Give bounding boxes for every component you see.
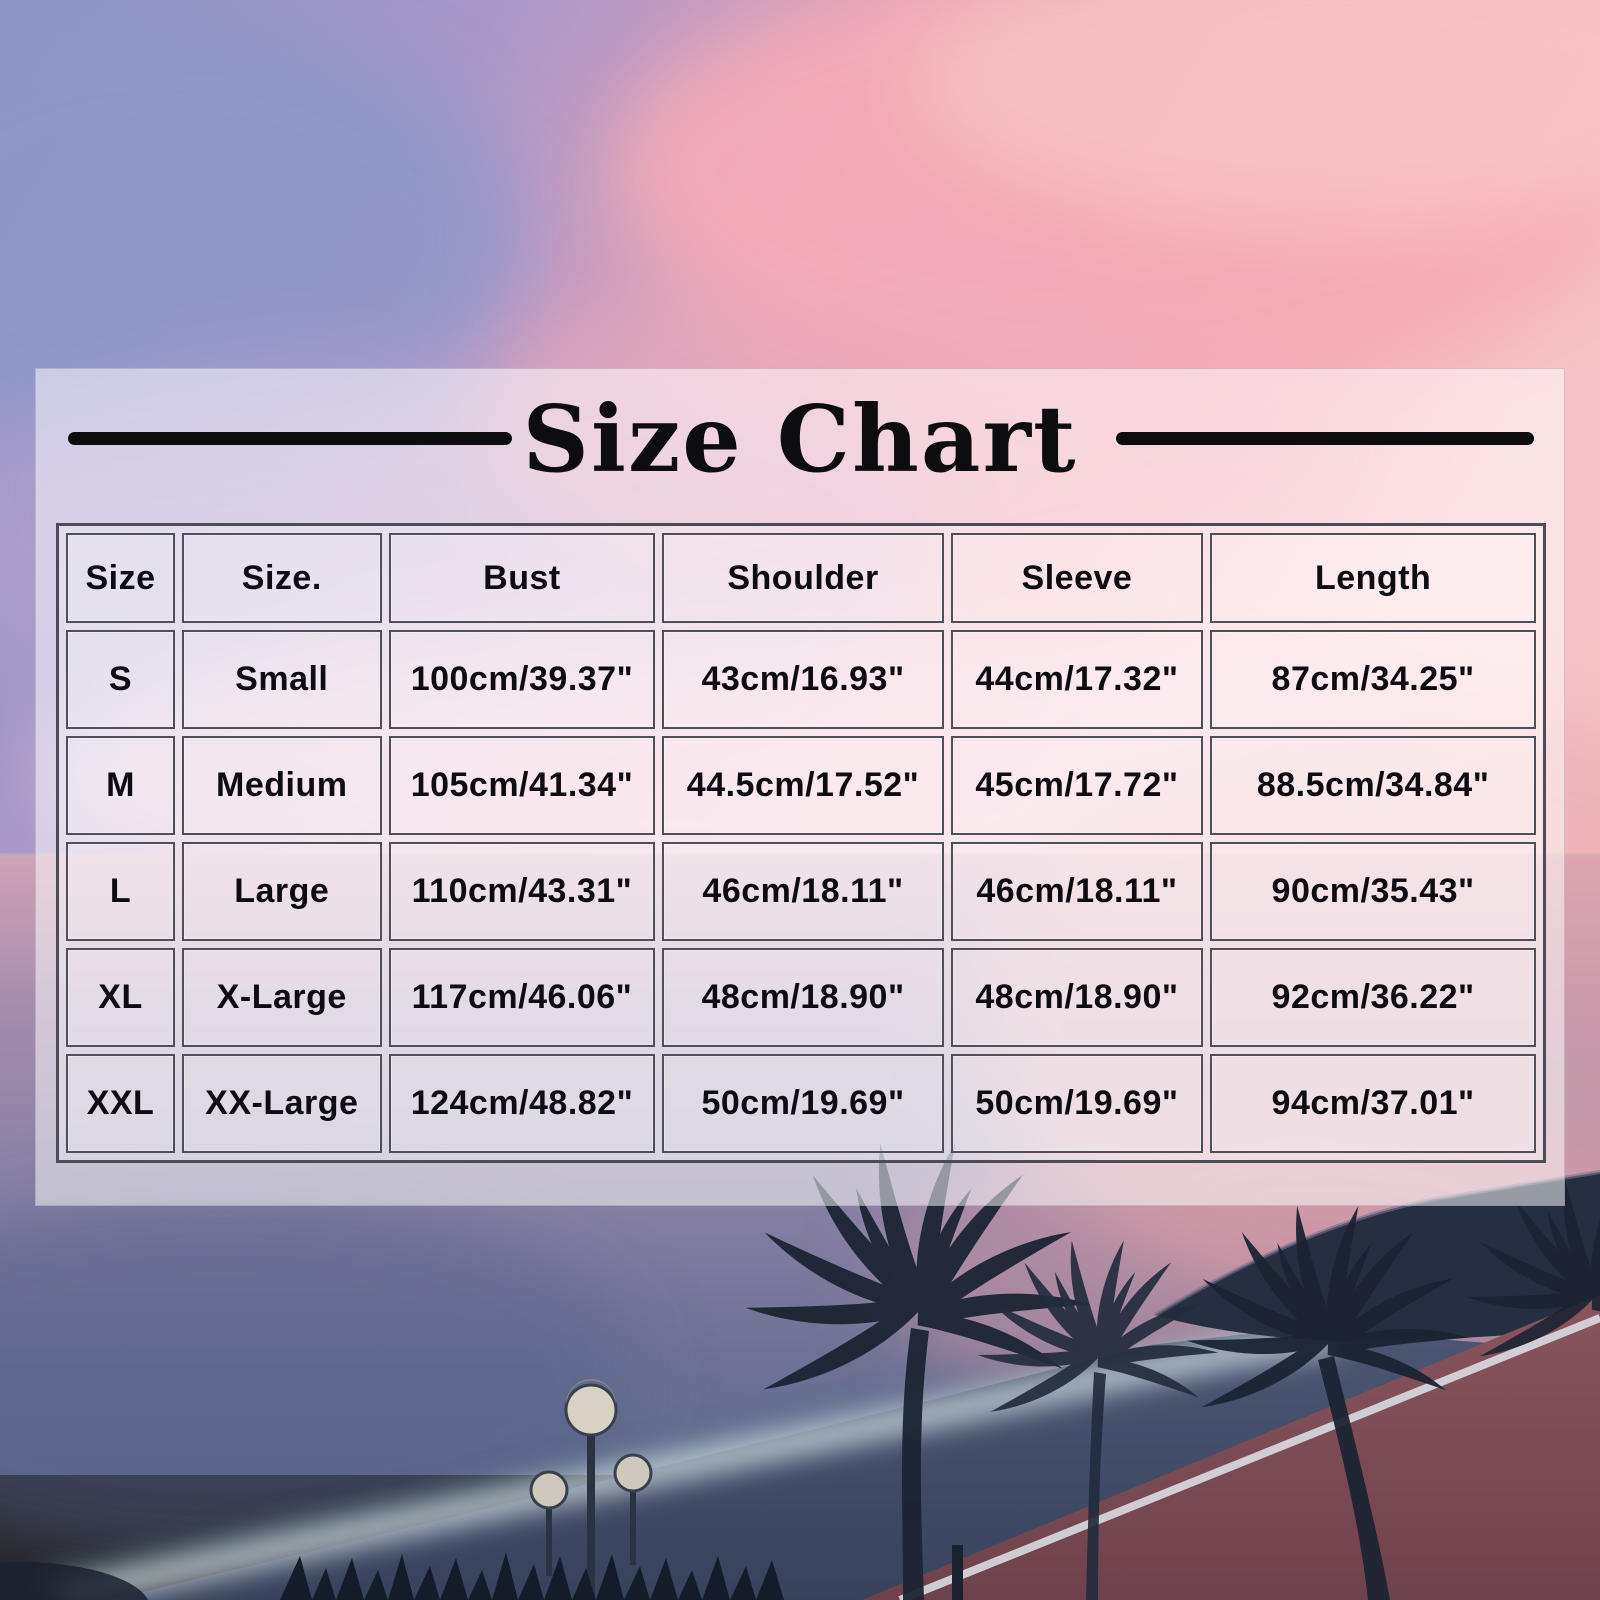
column-header-sleeve: Sleeve [950, 533, 1204, 623]
column-header-bust: Bust [388, 533, 656, 623]
street-lamp [564, 1379, 618, 1600]
bollard [952, 1545, 963, 1600]
shoulder-cell: 43cm/16.93" [662, 630, 944, 729]
table-header-row: Size Size. Bust Shoulder Sleeve Length [66, 533, 1536, 623]
size-cell: L [66, 842, 176, 941]
column-header-size-name: Size. [182, 533, 382, 623]
length-cell: 94cm/37.01" [1210, 1054, 1536, 1153]
size-name-cell: X-Large [182, 948, 382, 1047]
title-row: Size Chart [36, 389, 1564, 489]
sleeve-cell: 46cm/18.11" [950, 842, 1204, 941]
street-lamp-small-right [613, 1453, 653, 1565]
size-cell: XL [66, 948, 176, 1047]
size-name-cell: Medium [182, 736, 382, 835]
table-row-s: S Small 100cm/39.37" 43cm/16.93" 44cm/17… [66, 630, 1536, 729]
grass-corner [0, 1562, 149, 1600]
sleeve-cell: 50cm/19.69" [950, 1054, 1204, 1153]
column-header-shoulder: Shoulder [662, 533, 944, 623]
length-cell: 87cm/34.25" [1210, 630, 1536, 729]
bust-cell: 124cm/48.82" [388, 1054, 656, 1153]
sleeve-cell: 45cm/17.72" [950, 736, 1204, 835]
sleeve-cell: 48cm/18.90" [950, 948, 1204, 1047]
palm-tree-silhouette [977, 1238, 1218, 1600]
length-cell: 92cm/36.22" [1210, 948, 1536, 1047]
surf-foam [38, 1325, 1336, 1600]
street-lamp-small-left [529, 1470, 569, 1576]
size-cell: XXL [66, 1054, 176, 1153]
length-cell: 88.5cm/34.84" [1210, 736, 1536, 835]
length-cell: 90cm/35.43" [1210, 842, 1536, 941]
page-title: Size Chart [522, 385, 1078, 493]
size-name-cell: Small [182, 630, 382, 729]
column-header-size: Size [66, 533, 176, 623]
bust-cell: 105cm/41.34" [388, 736, 656, 835]
bust-cell: 100cm/39.37" [388, 630, 656, 729]
palm-tree-silhouette [1186, 1203, 1469, 1600]
table-row-xl: XL X-Large 117cm/46.06" 48cm/18.90" 48cm… [66, 948, 1536, 1047]
grass-tufts [280, 1552, 784, 1600]
table-row-l: L Large 110cm/43.31" 46cm/18.11" 46cm/18… [66, 842, 1536, 941]
size-chart-panel: Size Chart Size Size. Bust Shoulder Slee… [35, 368, 1565, 1206]
size-cell: M [66, 736, 176, 835]
bust-cell: 117cm/46.06" [388, 948, 656, 1047]
size-name-cell: XX-Large [182, 1054, 382, 1153]
title-rule-left [68, 432, 512, 445]
shoulder-cell: 46cm/18.11" [662, 842, 944, 941]
shoulder-cell: 48cm/18.90" [662, 948, 944, 1047]
shoulder-cell: 44.5cm/17.52" [662, 736, 944, 835]
table-row-xxl: XXL XX-Large 124cm/48.82" 50cm/19.69" 50… [66, 1054, 1536, 1153]
table-row-m: M Medium 105cm/41.34" 44.5cm/17.52" 45cm… [66, 736, 1536, 835]
shoulder-cell: 50cm/19.69" [662, 1054, 944, 1153]
size-name-cell: Large [182, 842, 382, 941]
road-edge-line [898, 1314, 1600, 1600]
title-rule-right [1116, 432, 1534, 445]
bust-cell: 110cm/43.31" [388, 842, 656, 941]
palm-tree-silhouette [744, 1140, 1090, 1600]
size-cell: S [66, 630, 176, 729]
column-header-length: Length [1210, 533, 1536, 623]
sleeve-cell: 44cm/17.32" [950, 630, 1204, 729]
size-chart-table: Size Size. Bust Shoulder Sleeve Length S… [56, 523, 1546, 1163]
